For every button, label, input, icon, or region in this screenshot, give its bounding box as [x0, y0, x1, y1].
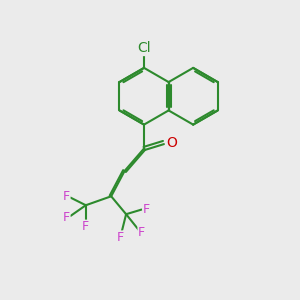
Text: F: F: [138, 226, 145, 239]
Text: O: O: [167, 136, 177, 149]
Text: F: F: [82, 220, 89, 233]
Text: F: F: [143, 202, 150, 216]
Text: F: F: [63, 190, 70, 203]
Text: Cl: Cl: [137, 41, 151, 56]
Text: F: F: [117, 231, 124, 244]
Text: F: F: [63, 211, 70, 224]
